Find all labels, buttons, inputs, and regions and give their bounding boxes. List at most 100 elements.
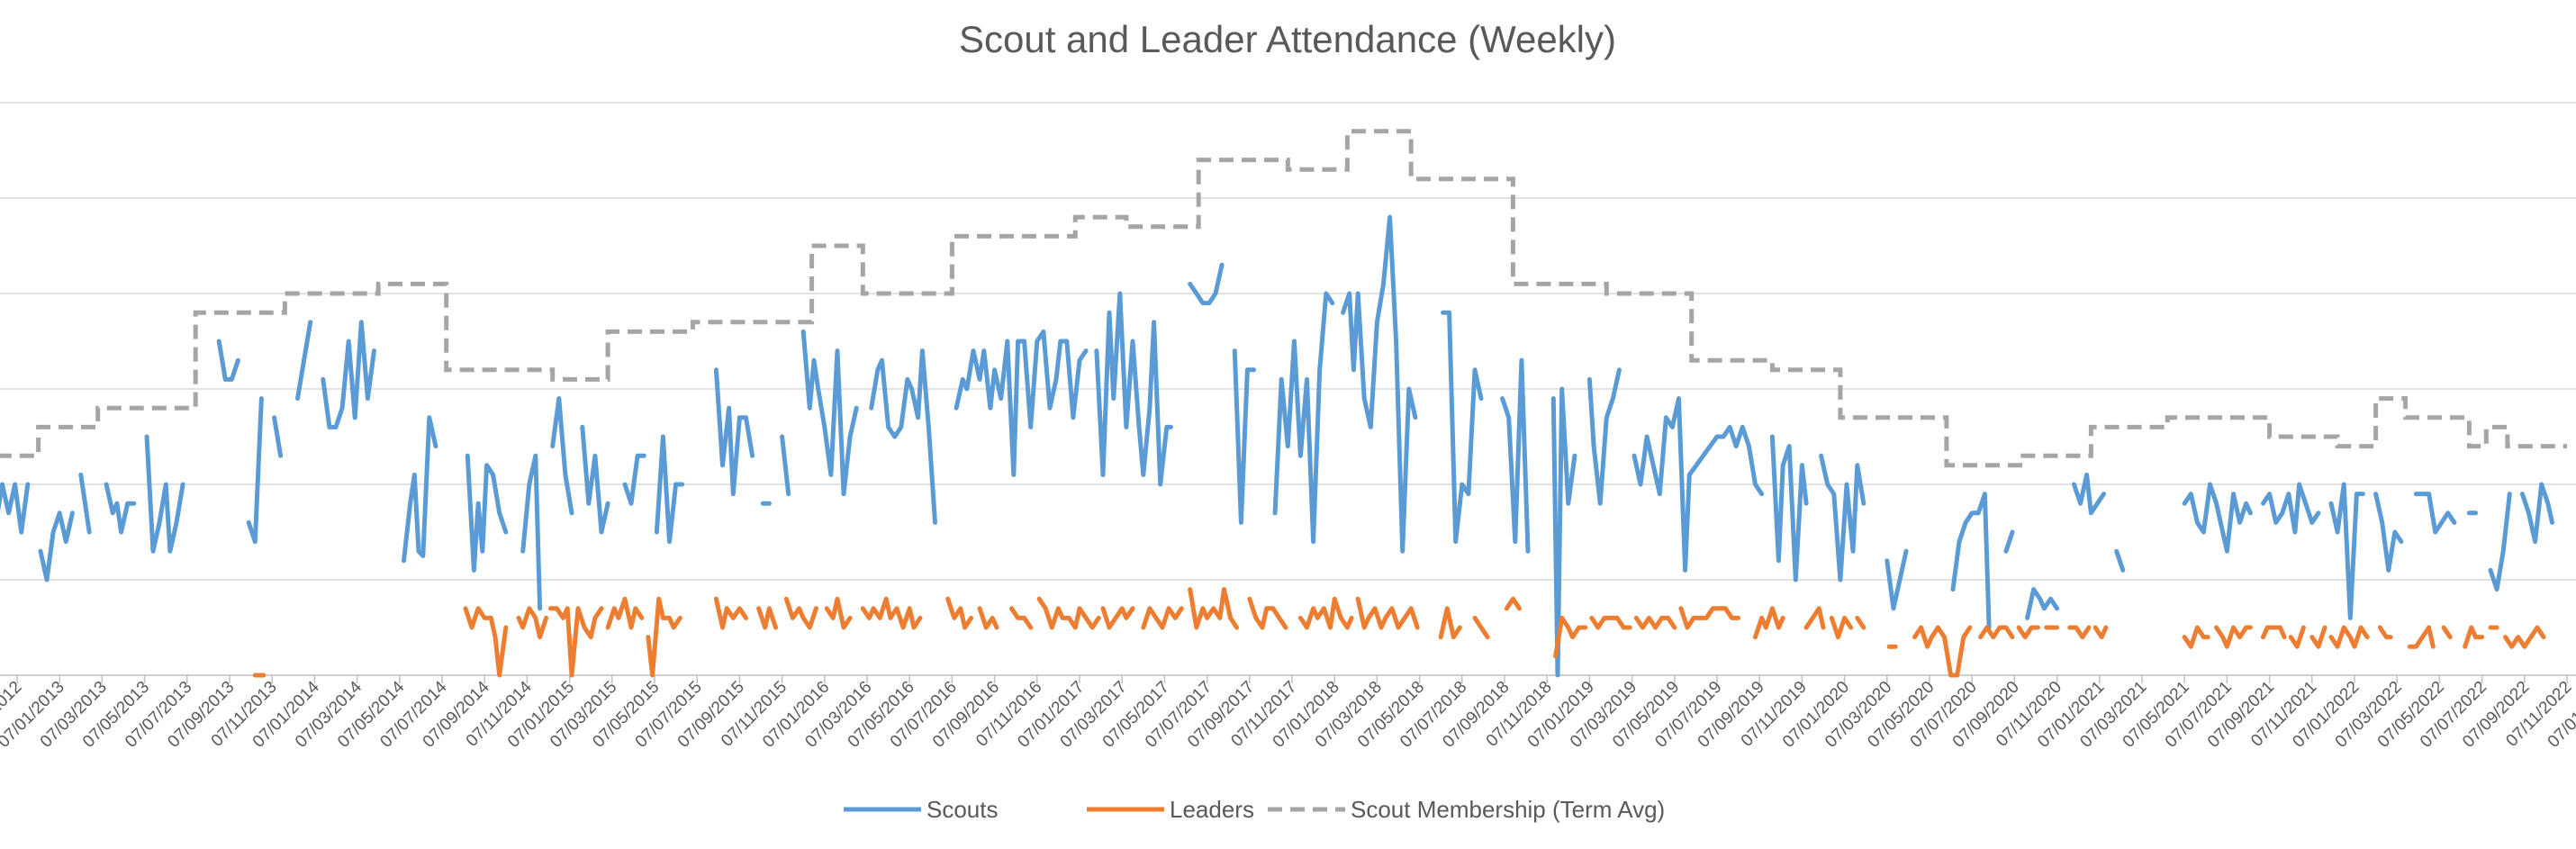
series-line	[1633, 615, 1677, 630]
series-line	[1829, 615, 1854, 640]
series-line	[1769, 434, 1809, 583]
series-line	[1438, 606, 1462, 640]
series-scout-membership-term-avg	[0, 129, 2567, 468]
series-line	[646, 596, 682, 678]
series-layer	[0, 129, 2567, 678]
series-line	[520, 453, 543, 611]
series-line	[1355, 596, 1420, 630]
series-line	[1341, 214, 1418, 554]
series-line	[2003, 529, 2015, 554]
series-line	[1885, 548, 1909, 611]
series-line	[2016, 625, 2040, 640]
series-line	[869, 348, 937, 525]
series-line	[713, 367, 755, 497]
series-line	[2373, 492, 2404, 573]
series-line	[144, 434, 185, 554]
series-line	[1553, 615, 1588, 659]
series-line	[2092, 625, 2109, 640]
legend-label: Leaders	[1170, 796, 1254, 823]
series-line	[2503, 625, 2546, 649]
series-line	[2067, 625, 2092, 640]
series-line	[1100, 606, 1135, 630]
legend: Scouts Leaders Scout Membership (Term Avg)	[844, 796, 1665, 823]
series-line	[1950, 492, 1992, 630]
series-line	[465, 453, 509, 573]
series-line	[954, 329, 1089, 477]
series-line	[1589, 615, 1632, 630]
series-line	[1232, 348, 1256, 525]
series-line	[1188, 587, 1240, 630]
series-line	[2288, 625, 2306, 649]
series-line	[2328, 482, 2365, 620]
series-line	[2463, 625, 2485, 649]
series-line	[1036, 596, 1101, 630]
series-line	[272, 415, 284, 458]
series-line	[977, 606, 999, 630]
series-line	[2072, 472, 2106, 516]
series-line	[550, 396, 574, 516]
gridlines	[0, 102, 2576, 581]
series-line	[1912, 625, 1973, 678]
series-line	[2182, 482, 2253, 554]
series-line	[654, 434, 685, 545]
series-line	[1500, 357, 1531, 554]
series-line	[824, 596, 853, 630]
series-line	[1247, 596, 1288, 630]
series-line	[0, 482, 31, 535]
series-line	[2114, 548, 2126, 573]
series-line	[1504, 596, 1522, 611]
series-line	[38, 510, 75, 583]
series-line	[2441, 625, 2453, 640]
series-line	[2261, 482, 2321, 535]
series-line	[605, 596, 645, 630]
series-line	[1297, 596, 1354, 630]
series-line	[2214, 625, 2253, 649]
series-line	[1441, 310, 1484, 545]
series-line	[2519, 482, 2554, 545]
series-line	[104, 482, 137, 535]
series-line	[2377, 625, 2393, 640]
series-line	[1819, 453, 1866, 583]
series-line	[622, 453, 646, 506]
series-leaders	[252, 587, 2546, 678]
series-line	[1978, 625, 2015, 640]
legend-label: Scouts	[926, 796, 999, 823]
series-line	[2309, 625, 2327, 649]
chart-title: Scout and Leader Attendance (Weekly)	[959, 18, 1616, 60]
series-line	[295, 320, 313, 402]
series-line	[1188, 262, 1225, 306]
series-line	[2025, 587, 2060, 620]
series-line	[1586, 367, 1622, 506]
legend-label: Scout Membership (Term Avg)	[1351, 796, 1665, 823]
series-line	[1678, 606, 1741, 630]
series-line	[2413, 492, 2457, 535]
series-line	[783, 596, 818, 630]
series-line	[2407, 625, 2436, 649]
series-line	[800, 329, 859, 497]
series-line	[2488, 492, 2512, 592]
series-line	[713, 596, 748, 630]
series-line	[1009, 606, 1034, 630]
series-line	[1141, 606, 1184, 630]
series-line	[402, 415, 438, 564]
series-line	[945, 596, 974, 630]
series-line	[1272, 291, 1335, 545]
series-line	[2182, 625, 2210, 649]
series-line	[860, 596, 923, 630]
series-line	[321, 320, 376, 429]
series-line	[1472, 615, 1490, 640]
x-axis: 07/11/201207/01/201307/03/201307/05/2013…	[0, 674, 2576, 752]
series-line	[246, 396, 264, 545]
series-line	[1753, 606, 1785, 640]
series-line	[463, 606, 509, 678]
series-line	[1855, 615, 1866, 630]
series-line	[78, 472, 92, 535]
series-line	[216, 339, 240, 382]
series-line	[0, 129, 2567, 468]
series-line	[516, 606, 549, 640]
series-line	[580, 424, 610, 535]
series-line	[1631, 396, 1692, 573]
series-scouts	[0, 214, 2554, 678]
series-line	[1094, 291, 1173, 487]
